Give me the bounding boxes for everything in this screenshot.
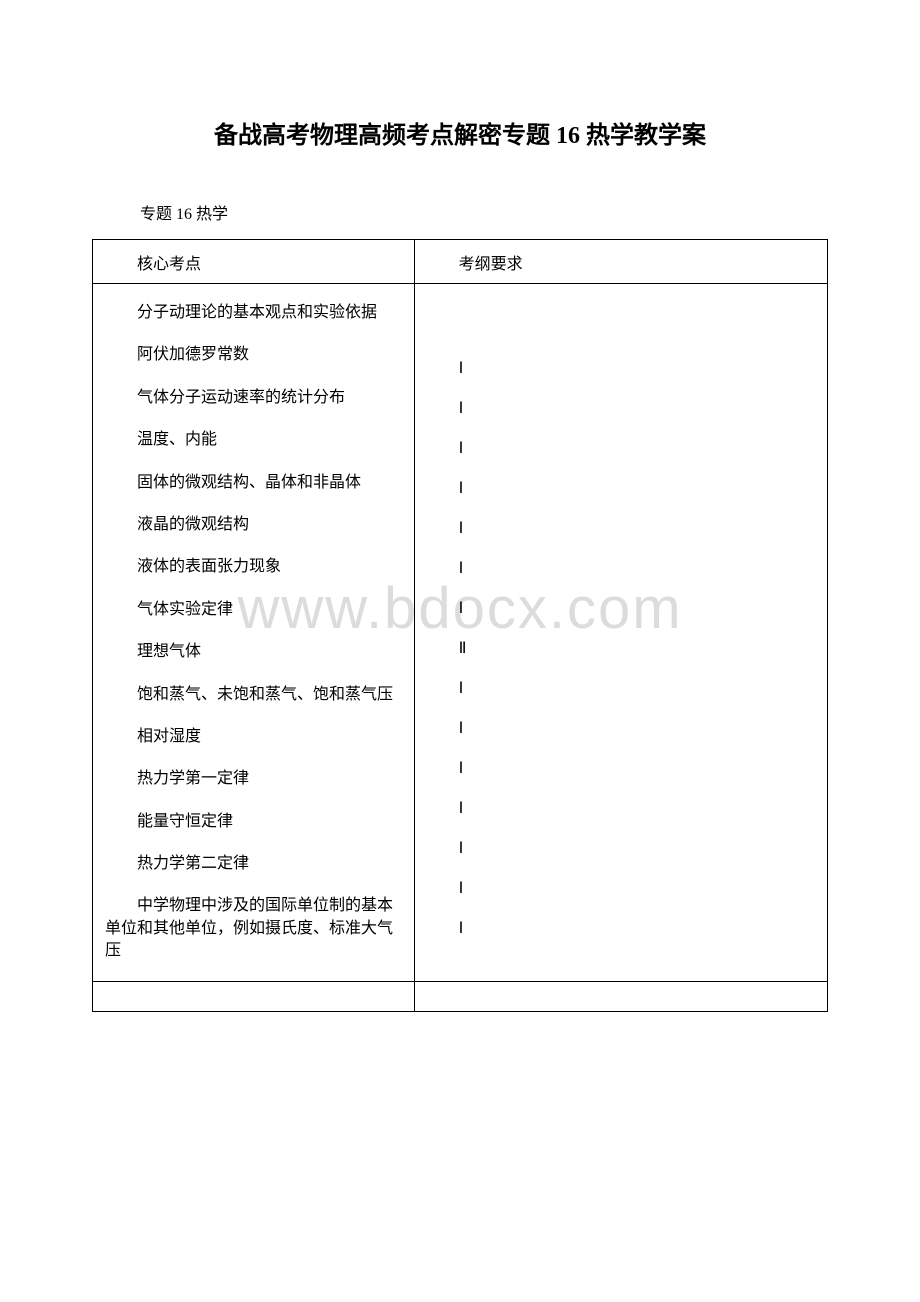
table-header-row: 核心考点 考纲要求 [93,240,828,284]
level-item: Ⅰ [459,598,815,618]
level-item: Ⅰ [459,798,815,818]
table-bottom-row [93,981,828,1011]
level-item: Ⅰ [459,918,815,938]
topic-item: 液体的表面张力现象 [105,556,402,578]
bottom-cell-right [414,981,827,1011]
level-item: Ⅰ [459,518,815,538]
level-item: Ⅰ [459,358,815,378]
level-item: Ⅰ [459,558,815,578]
topic-item: 能量守恒定律 [105,811,402,833]
level-item: Ⅰ [459,878,815,898]
topic-item: 气体实验定律 [105,599,402,621]
header-requirements: 考纲要求 [414,240,827,284]
topic-item: 相对湿度 [105,726,402,748]
topic-item: 分子动理论的基本观点和实验依据 [105,302,402,324]
level-item: Ⅰ [459,838,815,858]
level-item: Ⅰ [459,478,815,498]
syllabus-table: 核心考点 考纲要求 分子动理论的基本观点和实验依据 阿伏加德罗常数 气体分子运动… [92,239,828,1012]
topic-item: 阿伏加德罗常数 [105,344,402,366]
topic-item: 热力学第一定律 [105,768,402,790]
table-content-row: 分子动理论的基本观点和实验依据 阿伏加德罗常数 气体分子运动速率的统计分布 温度… [93,284,828,982]
level-item: Ⅰ [459,758,815,778]
level-item: Ⅰ [459,678,815,698]
topic-item: 饱和蒸气、未饱和蒸气、饱和蒸气压 [105,684,402,706]
bottom-cell-left [93,981,415,1011]
level-item: Ⅰ [459,718,815,738]
header-topics: 核心考点 [93,240,415,284]
topic-item: 中学物理中涉及的国际单位制的基本单位和其他单位，例如摄氏度、标准大气压 [105,895,402,962]
page-title: 备战高考物理高频考点解密专题 16 热学教学案 [0,0,920,200]
topic-item: 热力学第二定律 [105,853,402,875]
subtitle: 专题 16 热学 [0,200,920,239]
levels-cell: Ⅰ Ⅰ Ⅰ Ⅰ Ⅰ Ⅰ Ⅰ Ⅱ Ⅰ Ⅰ Ⅰ Ⅰ Ⅰ Ⅰ Ⅰ [414,284,827,982]
level-item: Ⅱ [459,638,815,658]
topic-item: 理想气体 [105,641,402,663]
topic-item: 固体的微观结构、晶体和非晶体 [105,472,402,494]
level-item: Ⅰ [459,438,815,458]
topic-item: 温度、内能 [105,429,402,451]
topics-cell: 分子动理论的基本观点和实验依据 阿伏加德罗常数 气体分子运动速率的统计分布 温度… [93,284,415,982]
topic-item: 气体分子运动速率的统计分布 [105,387,402,409]
topic-item: 液晶的微观结构 [105,514,402,536]
level-item: Ⅰ [459,398,815,418]
